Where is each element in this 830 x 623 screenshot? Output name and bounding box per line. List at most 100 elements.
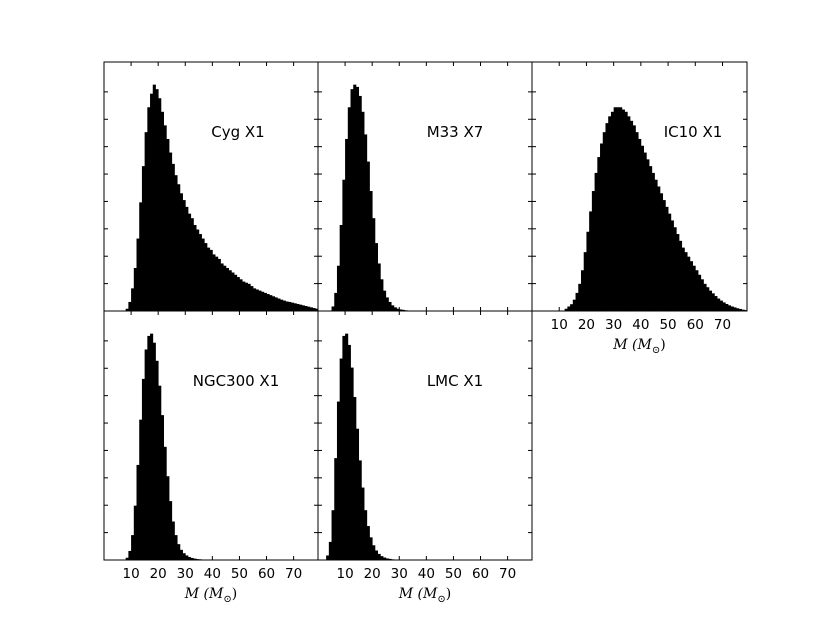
histogram-bar [182,553,186,560]
histogram-panel-1: Cyg X1 [103,61,319,312]
histogram-bar [290,302,295,311]
histogram-bar [328,541,332,560]
histogram-bar [152,84,156,311]
histogram-bar [687,256,691,311]
histogram-bar [231,272,235,311]
histogram-bar [361,487,365,560]
histogram-bar [602,132,606,311]
x-tick-label: 60 [472,566,489,582]
histogram-bar [383,557,387,560]
histogram-bar [366,161,370,311]
panel-label: Cyg X1 [211,123,264,141]
histogram-bar [358,95,362,311]
histogram-bar [193,558,197,560]
histogram-bar [258,290,262,311]
histogram-bar [719,300,723,311]
panel-label: M33 X7 [427,123,484,141]
histogram-bar [198,234,202,311]
histogram-bar [353,84,357,311]
histogram-bar [597,157,601,311]
histogram-bar [673,227,677,311]
histogram-bar [250,286,254,311]
histogram-bar [133,267,137,311]
x-tick-label: 40 [632,317,649,333]
histogram-bar [125,557,129,560]
histogram-bar [215,256,219,311]
histogram-bar [187,213,192,311]
histogram-bar [372,545,376,560]
histogram-bar [632,125,636,311]
histogram-bar [296,303,300,311]
histogram-bar [174,535,178,560]
histogram-bar [244,282,248,311]
histogram-bar [144,132,148,311]
histogram-bar [396,308,400,311]
histogram-bar [564,308,568,311]
histogram-bar [388,558,392,560]
histogram-bar [169,152,173,311]
histogram-bar [695,270,699,311]
histogram-bar [133,505,137,560]
histogram-bar [736,308,740,311]
histogram-bar [196,229,200,311]
histogram-bar [619,107,623,312]
histogram-bar [163,125,167,311]
x-tick-label: 20 [578,317,595,333]
histogram-bar [309,307,313,311]
histogram-bar [570,304,574,311]
x-tick-label: 50 [445,566,462,582]
x-axis-label: M (M⊙) [184,586,237,605]
histogram-bar [670,220,674,311]
histogram-bar [339,224,343,311]
x-tick-label: 20 [150,566,167,582]
histogram-panel-3: 10 20 30 40 50 60 70 IC10 X1 M (M⊙) [531,61,748,356]
histogram-bar [166,476,170,560]
histogram-bar [150,333,154,560]
histogram-bar [266,294,270,311]
histogram-bar [374,243,378,311]
histogram-bar [177,544,181,560]
histogram-bar [271,296,276,311]
histogram-bar [185,206,189,311]
histogram-bar [312,308,316,311]
histogram-bar [589,211,593,311]
x-tick-label: 30 [605,317,622,333]
histogram-bar [261,291,265,311]
histogram-bar [681,247,685,311]
histogram-bar [247,283,251,311]
x-tick-label: 40 [204,566,221,582]
histogram-bar [345,333,349,560]
histogram-bar [334,292,338,311]
histogram-bar [610,111,615,311]
histogram-bar [662,200,666,311]
x-tick-label: 50 [659,317,676,333]
histogram-bar [347,344,351,560]
histogram-bar [385,297,389,311]
histogram-bar [252,288,257,311]
histogram-bar [591,191,595,311]
histogram-bar [144,349,148,560]
histogram-bar [733,307,737,311]
histogram-bar [190,557,194,560]
histogram-bar [659,193,664,311]
histogram-panel-5: 10 20 30 40 50 60 70 LMC X1 M (M⊙) [317,310,533,605]
histogram-bar [150,93,154,311]
histogram-bar [158,98,162,311]
histogram-bar [136,464,140,560]
histogram-bar [277,298,281,311]
histogram-bar [624,111,628,311]
histogram-bar [174,175,178,311]
histogram-bar [155,89,159,311]
x-tick-label: 10 [551,317,568,333]
histogram-bar [640,145,644,311]
histogram-bar [657,186,661,311]
histogram-bar [725,303,729,311]
histogram-bar [331,510,335,560]
histogram-bar [350,367,354,560]
histogram-bar [141,166,146,311]
x-axis-label: M (M⊙) [398,586,451,605]
x-tick-label: 70 [499,566,516,582]
histogram-bar [717,298,721,311]
histogram-bar [239,279,243,311]
